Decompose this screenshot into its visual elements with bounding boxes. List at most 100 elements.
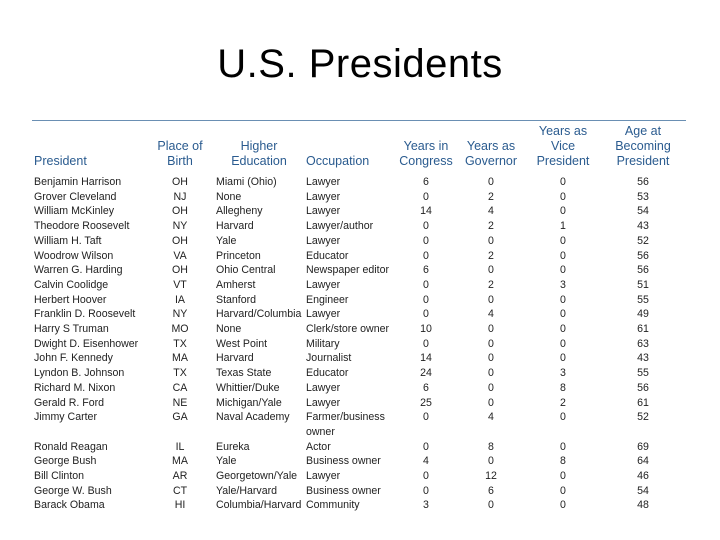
- cell-president: Gerald R. Ford: [32, 396, 150, 411]
- cell-governor-text: 0: [488, 293, 494, 306]
- cell-vp-text: 0: [560, 205, 566, 218]
- cell-vp: 0: [526, 498, 600, 513]
- cell-age-text: 69: [637, 440, 649, 453]
- cell-vp: 0: [526, 322, 600, 337]
- header-president-line: President: [34, 154, 87, 168]
- cell-age-text: 54: [637, 205, 649, 218]
- cell-occupation: Lawyer: [302, 234, 396, 249]
- cell-vp-text: 0: [560, 176, 566, 188]
- header-years-in-congress: Years in Congress: [396, 121, 456, 171]
- table-row: Franklin D. Roosevelt NY Harvard/Columbia L…: [32, 307, 686, 322]
- header-president-line: [34, 139, 150, 154]
- header-president: President: [32, 121, 150, 171]
- cell-occupation: Farmer/business owner: [302, 410, 396, 439]
- cell-occupation: Clerk/store owner: [302, 322, 396, 337]
- cell-age-text: 43: [637, 220, 649, 233]
- cell-congress: 24: [396, 366, 456, 381]
- cell-occupation: Lawyer: [302, 307, 396, 322]
- cell-congress: 0: [396, 249, 456, 264]
- cell-education: Miami (Ohio): [210, 171, 302, 190]
- cell-congress: 6: [396, 263, 456, 278]
- header-years-as-vice-president-line: President: [536, 154, 590, 168]
- table-row: Barack Obama HI Columbia/Harvard Community 3…: [32, 498, 686, 513]
- table-row: Bill Clinton AR Georgetown/Yale Lawyer 0 12 0 4…: [32, 469, 686, 484]
- cell-vp: 0: [526, 293, 600, 308]
- cell-birth: NJ: [150, 190, 210, 205]
- cell-vp-text: 0: [560, 190, 566, 203]
- header-age-at-becoming-president-line: Age at Becoming: [615, 124, 671, 153]
- cell-birth: GA: [150, 410, 210, 439]
- cell-governor: 8: [456, 440, 526, 455]
- cell-birth-text: OH: [172, 234, 188, 247]
- header-place-of-birth: Place of Birth: [150, 121, 210, 171]
- cell-congress-text: 0: [423, 234, 429, 247]
- cell-age-text: 61: [637, 323, 649, 336]
- cell-birth-text: OH: [172, 264, 188, 277]
- cell-president: Ronald Reagan: [32, 440, 150, 455]
- header-place-of-birth-line: Place of: [157, 139, 203, 153]
- cell-occupation: Lawyer: [302, 381, 396, 396]
- cell-birth-text: OH: [172, 176, 188, 188]
- cell-governor: 4: [456, 307, 526, 322]
- cell-birth-text: HI: [174, 499, 186, 512]
- cell-vp-text: 8: [560, 381, 566, 394]
- cell-education: Yale: [210, 454, 302, 469]
- cell-age: 49: [600, 307, 686, 322]
- cell-occupation: Lawyer: [302, 171, 396, 190]
- table-row: Gerald R. Ford NE Michigan/Yale Lawyer 25 0 2 6…: [32, 396, 686, 411]
- cell-vp: 0: [526, 484, 600, 499]
- cell-occupation: Lawyer/author: [302, 219, 396, 234]
- cell-education-text: Harvard/Columbia: [216, 308, 302, 321]
- cell-congress-text: 14: [420, 352, 432, 365]
- cell-governor: 0: [456, 366, 526, 381]
- cell-occupation: Business owner: [302, 454, 396, 469]
- cell-governor-text: 4: [488, 411, 494, 424]
- cell-vp-text: 0: [560, 337, 566, 350]
- cell-vp: 0: [526, 469, 600, 484]
- cell-occupation-text: Engineer: [306, 293, 349, 306]
- header-years-as-vice-president-line: Years as Vice: [538, 124, 588, 153]
- cell-occupation: Military: [302, 337, 396, 352]
- cell-age: 55: [600, 293, 686, 308]
- cell-age-text: 49: [637, 308, 649, 321]
- cell-birth-text: CA: [172, 381, 188, 394]
- cell-congress-text: 0: [423, 484, 429, 497]
- cell-occupation-text: Lawyer: [306, 190, 341, 203]
- cell-president: Bill Clinton: [32, 469, 150, 484]
- table-row: Jimmy Carter GA Naval Academy Farmer/busine…: [32, 410, 686, 439]
- cell-congress: 0: [396, 469, 456, 484]
- cell-congress: 0: [396, 278, 456, 293]
- cell-birth-text: VT: [173, 278, 187, 291]
- cell-birth-text: NY: [172, 220, 188, 233]
- cell-education-text: Michigan/Yale: [216, 396, 282, 409]
- cell-birth-text: NY: [172, 308, 188, 321]
- cell-education: Columbia/Harvard: [210, 498, 302, 513]
- cell-education: West Point: [210, 337, 302, 352]
- cell-education: Georgetown/Yale: [210, 469, 302, 484]
- cell-birth: OH: [150, 204, 210, 219]
- table-top-rule: [32, 120, 686, 121]
- cell-education-text: Georgetown/Yale: [216, 470, 298, 483]
- cell-congress: 0: [396, 190, 456, 205]
- cell-vp: 0: [526, 204, 600, 219]
- cell-vp: 1: [526, 219, 600, 234]
- cell-president: Herbert Hoover: [32, 293, 150, 308]
- cell-president: George W. Bush: [32, 484, 150, 499]
- cell-education-text: None: [216, 323, 242, 336]
- cell-congress-text: 0: [423, 190, 429, 203]
- cell-president-text: Theodore Roosevelt: [34, 220, 130, 233]
- cell-birth: HI: [150, 498, 210, 513]
- cell-president-text: Lyndon B. Johnson: [34, 367, 125, 380]
- cell-education: Allegheny: [210, 204, 302, 219]
- cell-congress-text: 6: [423, 176, 429, 188]
- cell-age-text: 56: [637, 176, 649, 188]
- cell-governor: 0: [456, 263, 526, 278]
- cell-governor-text: 0: [488, 396, 494, 409]
- cell-age: 52: [600, 410, 686, 439]
- cell-age-text: 64: [637, 455, 649, 468]
- cell-congress: 0: [396, 440, 456, 455]
- cell-vp: 8: [526, 381, 600, 396]
- cell-education: Stanford: [210, 293, 302, 308]
- cell-governor-text: 0: [488, 455, 494, 468]
- cell-education-text: Yale: [216, 455, 237, 468]
